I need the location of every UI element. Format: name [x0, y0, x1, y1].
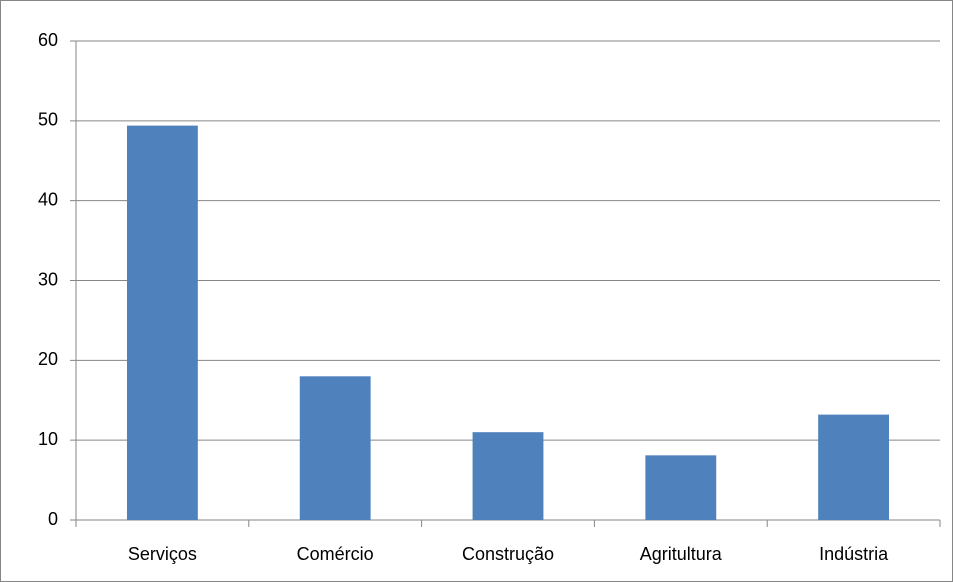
bar [472, 432, 544, 520]
y-tick-label: 40 [38, 189, 58, 209]
bar [299, 376, 371, 520]
x-tick-label: Construção [462, 544, 554, 564]
bar [126, 125, 198, 520]
y-tick-label: 20 [38, 349, 58, 369]
x-tick-label: Agritultura [640, 544, 723, 564]
x-tick-label: Comércio [297, 544, 374, 564]
y-tick-label: 60 [38, 30, 58, 50]
y-tick-label: 30 [38, 269, 58, 289]
x-tick-label: Serviços [128, 544, 197, 564]
bar [818, 414, 890, 520]
y-tick-label: 10 [38, 429, 58, 449]
y-tick-label: 50 [38, 110, 58, 130]
y-tick-label: 0 [48, 509, 58, 529]
x-tick-label: Indústria [819, 544, 889, 564]
bar [645, 455, 717, 520]
